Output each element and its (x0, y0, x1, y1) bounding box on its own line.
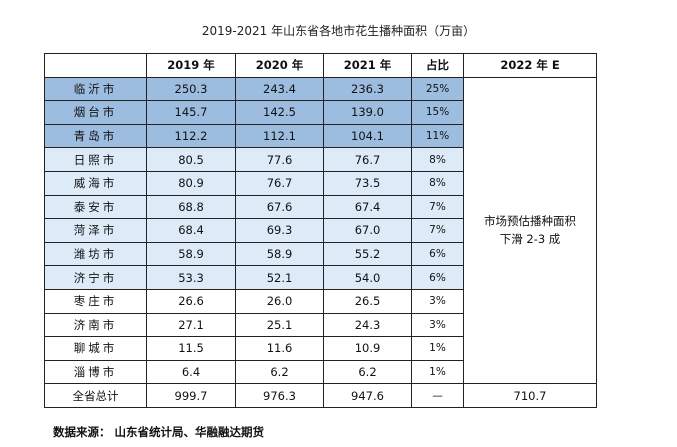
share-value: 1% (411, 359, 464, 385)
value-2019: 68.8 (146, 194, 236, 220)
city-name: 枣庄市 (44, 288, 147, 314)
table-row: 烟台市 145.7 142.5 139.0 15% (44, 100, 597, 125)
share-value: 6% (411, 265, 464, 290)
table-row: 济南市 27.1 25.1 24.3 3% (44, 312, 597, 338)
value-2021: 67.0 (323, 218, 412, 243)
city-name: 临沂市 (44, 76, 147, 102)
value-2020: 11.6 (235, 336, 324, 361)
header-2022e: 2022 年 E (463, 53, 597, 78)
city-name: 聊城市 (44, 336, 147, 361)
value-2020: 69.3 (235, 218, 324, 243)
value-2021: 6.2 (323, 359, 412, 385)
share-value: 6% (411, 241, 464, 267)
value-2020: 58.9 (235, 241, 324, 267)
value-2021: 26.5 (323, 288, 412, 314)
header-share: 占比 (411, 53, 464, 78)
value-2019: 53.3 (146, 265, 236, 290)
value-2021: 24.3 (323, 312, 412, 338)
value-2019: 26.6 (146, 288, 236, 314)
value-2019: 11.5 (146, 336, 236, 361)
value-2019: 27.1 (146, 312, 236, 338)
value-2019: 250.3 (146, 76, 236, 102)
value-2020: 243.4 (235, 76, 324, 102)
city-name: 菏泽市 (44, 218, 147, 243)
header-row: 2019 年 2020 年 2021 年 占比 2022 年 E (44, 53, 597, 78)
value-2019: 80.5 (146, 147, 236, 172)
total-row: 全省总计 999.7 976.3 947.6—710.7 (44, 383, 597, 408)
total-share: — (411, 383, 464, 408)
forecast-note: 市场预估播种面积 下滑 2-3 成 (463, 76, 597, 385)
city-name: 泰安市 (44, 194, 147, 220)
table-row: 泰安市 68.8 67.6 67.4 7% (44, 194, 597, 220)
header-2020: 2020 年 (235, 53, 324, 78)
value-2019: 58.9 (146, 241, 236, 267)
value-2019: 80.9 (146, 170, 236, 196)
header-city (44, 53, 147, 78)
forecast-note-line1: 市场预估播种面积 (484, 214, 576, 229)
value-2021: 73.5 (323, 170, 412, 196)
value-2020: 52.1 (235, 265, 324, 290)
value-2020: 25.1 (235, 312, 324, 338)
city-name: 潍坊市 (44, 241, 147, 267)
peanut-area-table: 2019 年 2020 年 2021 年 占比 2022 年 E 临沂市 250.… (44, 53, 597, 408)
share-value: 15% (411, 100, 464, 125)
value-2020: 76.7 (235, 170, 324, 196)
value-2019: 6.4 (146, 359, 236, 385)
city-name: 淄博市 (44, 359, 147, 385)
value-2020: 112.1 (235, 123, 324, 149)
table-row: 济宁市 53.3 52.1 54.0 6% (44, 265, 597, 290)
value-2021: 10.9 (323, 336, 412, 361)
header-2019: 2019 年 (146, 53, 236, 78)
table-row: 菏泽市 68.4 69.3 67.0 7% (44, 218, 597, 243)
data-source: 数据来源： 山东省统计局、华融融达期货 (53, 425, 265, 439)
share-value: 3% (411, 288, 464, 314)
share-value: 8% (411, 170, 464, 196)
table-row: 聊城市 11.5 11.6 10.9 1% (44, 336, 597, 361)
value-2020: 6.2 (235, 359, 324, 385)
city-name: 威海市 (44, 170, 147, 196)
value-2019: 68.4 (146, 218, 236, 243)
value-2021: 67.4 (323, 194, 412, 220)
table-row: 日照市 80.5 77.6 76.7 8% (44, 147, 597, 172)
value-2021: 236.3 (323, 76, 412, 102)
value-2021: 76.7 (323, 147, 412, 172)
share-value: 1% (411, 336, 464, 361)
share-value: 25% (411, 76, 464, 102)
table-row: 枣庄市 26.6 26.0 26.5 3% (44, 288, 597, 314)
share-value: 7% (411, 194, 464, 220)
city-name: 烟台市 (44, 100, 147, 125)
value-2019: 145.7 (146, 100, 236, 125)
total-y2019: 999.7 (146, 383, 236, 408)
city-name: 青岛市 (44, 123, 147, 149)
value-2019: 112.2 (146, 123, 236, 149)
table-body: 临沂市 250.3 243.4 236.3 25% 市场预估播种面积 下滑 2-3 成烟台市… (44, 76, 597, 408)
table-row: 淄博市 6.4 6.2 6.2 1% (44, 359, 597, 385)
city-name: 日照市 (44, 147, 147, 172)
value-2020: 26.0 (235, 288, 324, 314)
value-2020: 67.6 (235, 194, 324, 220)
value-2021: 55.2 (323, 241, 412, 267)
city-name: 济宁市 (44, 265, 147, 290)
share-value: 8% (411, 147, 464, 172)
total-y2021: 947.6 (323, 383, 412, 408)
forecast-note-line2: 下滑 2-3 成 (499, 232, 561, 247)
value-2020: 77.6 (235, 147, 324, 172)
total-y2022e: 710.7 (463, 383, 597, 408)
share-value: 11% (411, 123, 464, 149)
value-2020: 142.5 (235, 100, 324, 125)
total-label: 全省总计 (44, 383, 147, 408)
value-2021: 139.0 (323, 100, 412, 125)
share-value: 7% (411, 218, 464, 243)
table-row: 潍坊市 58.9 58.9 55.2 6% (44, 241, 597, 267)
value-2021: 54.0 (323, 265, 412, 290)
share-value: 3% (411, 312, 464, 338)
table-row: 威海市 80.9 76.7 73.5 8% (44, 170, 597, 196)
city-name: 济南市 (44, 312, 147, 338)
table-row: 临沂市 250.3 243.4 236.3 25% 市场预估播种面积 下滑 2-3 成 (44, 76, 597, 385)
total-y2020: 976.3 (235, 383, 324, 408)
value-2021: 104.1 (323, 123, 412, 149)
table-title: 2019-2021 年山东省各地市花生播种面积（万亩） (201, 24, 476, 38)
header-2021: 2021 年 (323, 53, 412, 78)
